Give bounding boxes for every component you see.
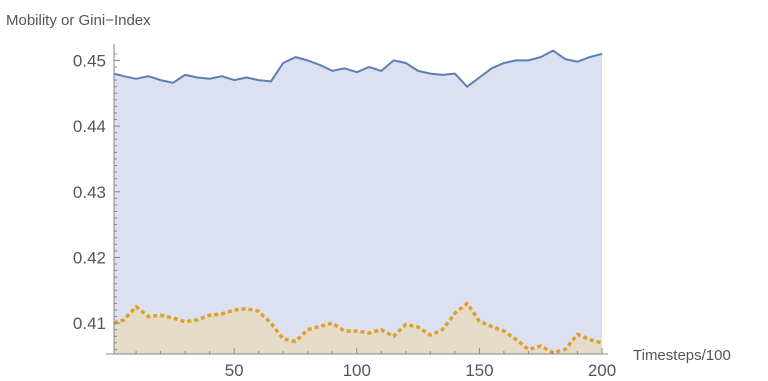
x-axis-title: Timesteps/100 — [633, 347, 731, 364]
ticks: 50 100 150 200 0.41 0.42 0.43 0.44 0.45 — [73, 51, 616, 380]
y-tick-label: 0.43 — [73, 183, 106, 202]
x-tick-label: 200 — [588, 361, 616, 380]
series-1-line — [113, 49, 603, 88]
series-lines — [113, 49, 603, 355]
x-tick-label: 100 — [343, 361, 371, 380]
y-tick-label: 0.44 — [73, 117, 106, 136]
x-tick-label: 50 — [225, 361, 244, 380]
y-tick-label: 0.41 — [73, 314, 106, 333]
series-1-area — [114, 50, 602, 354]
y-tick-label: 0.42 — [73, 248, 106, 267]
x-tick-label: 150 — [465, 361, 493, 380]
area-fills — [114, 50, 602, 354]
series-2-area — [114, 303, 602, 354]
series-2-line — [113, 301, 603, 355]
y-axis-title: Mobility or Gini−Index — [6, 12, 151, 29]
y-tick-label: 0.45 — [73, 51, 106, 70]
